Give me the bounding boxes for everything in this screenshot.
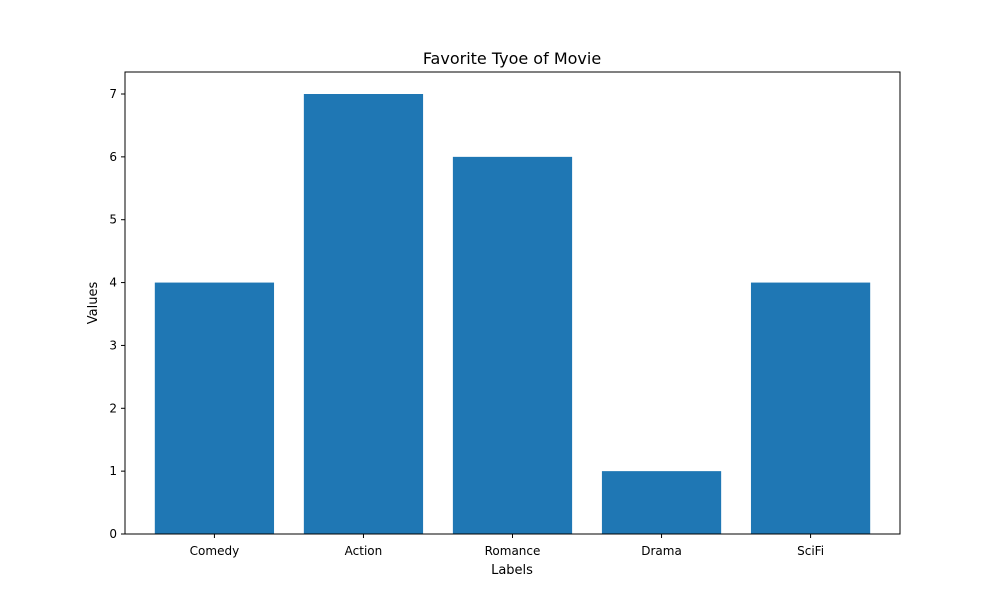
y-tick-label: 4 [109, 276, 117, 290]
bar-scifi [750, 282, 871, 534]
x-tick-label: Comedy [190, 544, 240, 558]
bar-romance [452, 156, 573, 535]
x-axis-label: Labels [491, 563, 533, 578]
y-tick-label: 1 [109, 464, 117, 478]
x-tick-label: SciFi [797, 544, 824, 558]
y-tick-label: 6 [109, 150, 117, 164]
bar-action [303, 94, 424, 534]
y-tick-label: 7 [109, 87, 117, 101]
plot-frame [124, 71, 901, 535]
bars-layer [154, 94, 871, 535]
bar-drama [601, 471, 722, 534]
y-tick-label: 5 [109, 213, 117, 227]
y-tick-label: 3 [109, 338, 117, 352]
x-tick-label: Drama [641, 544, 682, 558]
y-axis-ticks: 0 1 2 3 4 5 6 7 [109, 87, 125, 541]
y-axis-label: Values [86, 282, 101, 325]
x-tick-label: Action [345, 544, 383, 558]
x-axis-ticks: Comedy Action Romance Drama SciFi [190, 534, 824, 558]
x-tick-label: Romance [485, 544, 541, 558]
bar-comedy [154, 282, 275, 534]
y-tick-label: 2 [109, 401, 117, 415]
y-tick-label: 0 [109, 527, 117, 541]
chart-title: Favorite Tyoe of Movie [423, 49, 601, 68]
